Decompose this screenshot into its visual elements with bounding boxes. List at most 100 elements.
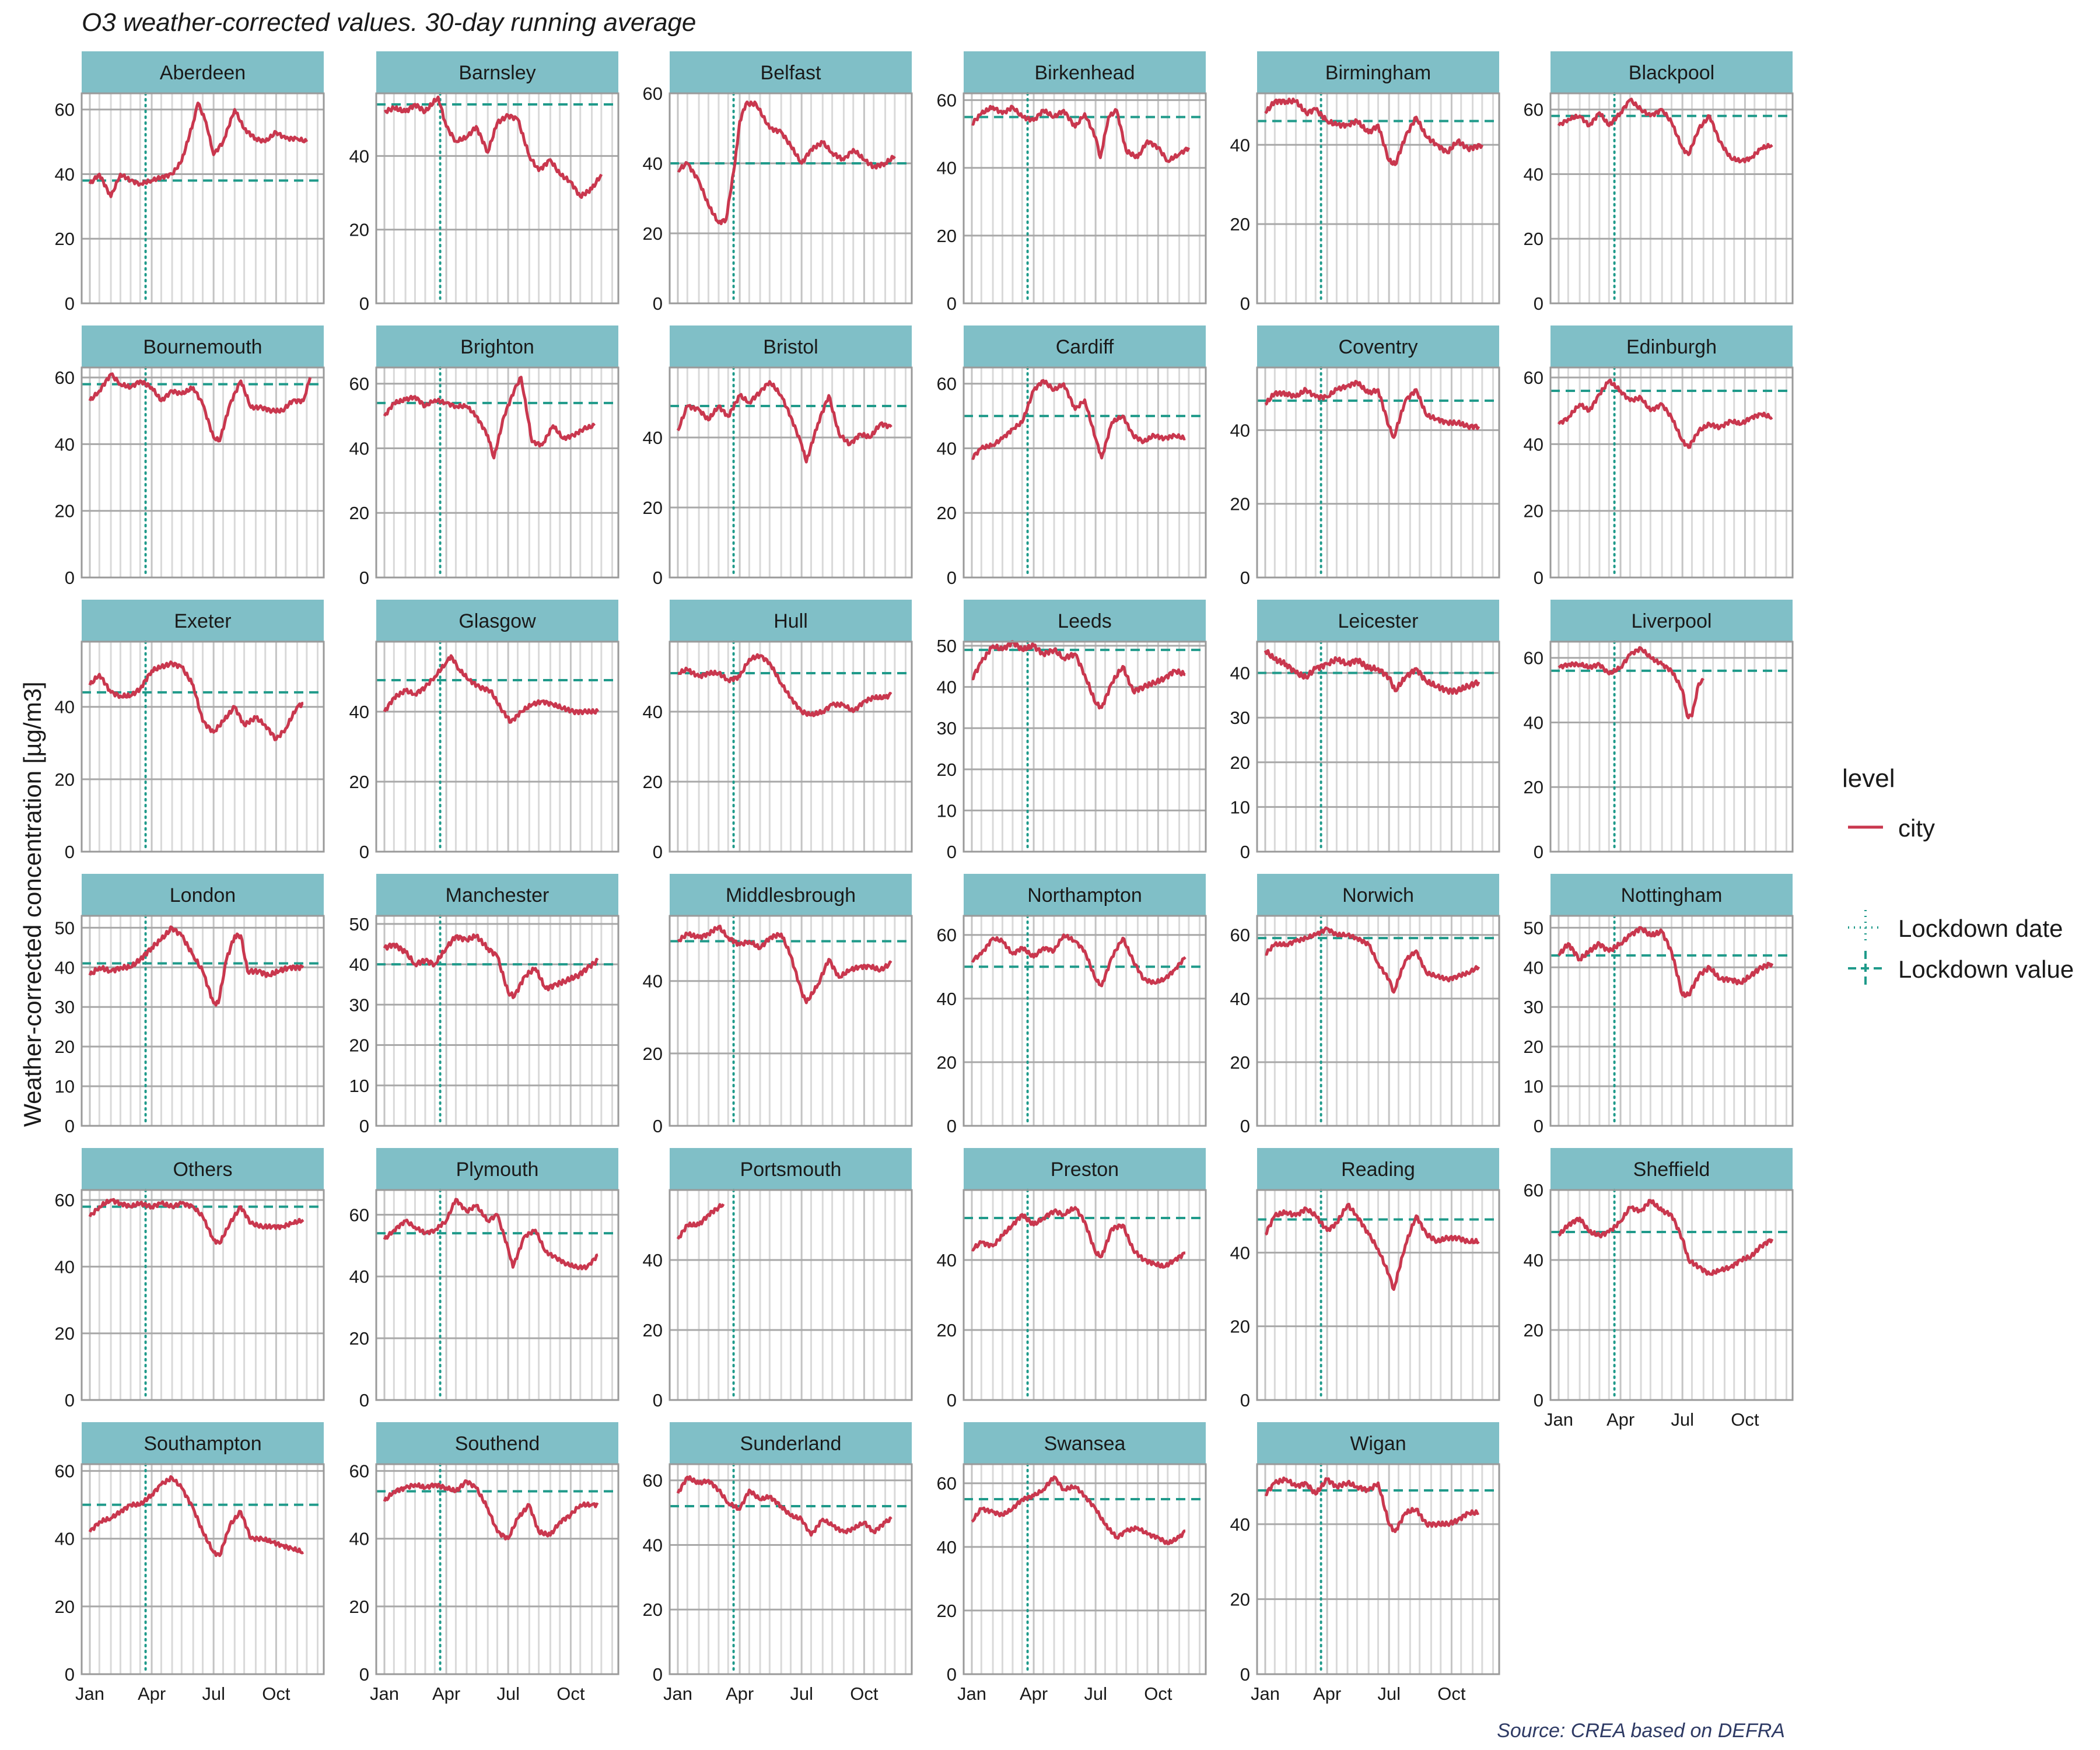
panel-border [668,1463,913,1675]
y-tick-label: 0 [1240,1390,1250,1410]
x-tick-label: Oct [1144,1684,1172,1704]
panel-border [1549,1189,1794,1401]
x-tick-label: Apr [1606,1409,1634,1430]
facet-strip [1257,51,1499,93]
city-series-line [88,1475,304,1558]
y-tick-label: 0 [1534,1116,1544,1136]
legend: level city Lockdown date Lockdown value [1826,764,2094,1009]
x-tick-label: Apr [1020,1684,1048,1704]
y-tick-label: 0 [65,1390,75,1410]
panel-border [80,1463,325,1675]
city-series-line [677,925,892,1005]
y-tick-label: 20 [643,1320,663,1340]
city-series-line [1265,380,1480,439]
y-tick-label: 20 [937,1052,957,1073]
y-tick-label: 60 [1524,368,1544,388]
y-tick-label: 20 [55,229,75,249]
facet-strip [1550,51,1793,93]
y-tick-label: 60 [1524,648,1544,668]
panel-birmingham: Birmingham 0 20 40 [1230,51,1500,314]
x-tick-label: Jan [957,1684,986,1704]
city-series-line [383,1479,599,1541]
panel-border [375,640,620,853]
panel-sunderland: Sunderland 0 20 40 60 Jan Apr Jul Oct [643,1422,913,1704]
x-tick-label: Jul [1377,1684,1401,1704]
facet-strip [964,600,1206,642]
y-tick-label: 0 [359,568,369,588]
city-series-line [88,660,304,741]
city-series-line [88,925,304,1007]
x-tick-label: Apr [432,1684,460,1704]
city-series-line [971,379,1186,460]
panel-others: Others 0 20 40 60 [55,1148,325,1410]
y-tick-label: 0 [359,1390,369,1410]
panel-liverpool: Liverpool 0 20 40 60 [1524,600,1794,862]
facet-strip-label: Reading [1341,1158,1415,1181]
facet-strip-label: Hull [774,610,808,632]
y-tick-label: 0 [947,293,957,314]
y-tick-label: 0 [1240,842,1250,862]
y-tick-label: 60 [643,83,663,104]
y-tick-label: 60 [55,1190,75,1210]
facet-strip-label: Edinburgh [1626,336,1717,358]
city-series-line [383,376,596,460]
source-caption: Source: CREA based on DEFRA [1497,1720,1785,1742]
x-tick-label: Jan [75,1684,104,1704]
y-tick-label: 20 [643,1600,663,1620]
y-tick-label: 0 [1240,1664,1250,1685]
panel-border [1549,915,1794,1127]
y-tick-label: 40 [643,1250,663,1270]
panel-manchester: Manchester 0 10 20 30 40 50 [349,874,620,1136]
x-tick-label: Apr [726,1684,754,1704]
y-tick-label: 60 [937,374,957,394]
y-tick-label: 20 [1524,1320,1544,1340]
y-tick-label: 0 [1534,1390,1544,1410]
panel-border [963,1463,1207,1675]
city-series-line [1265,1202,1480,1291]
x-tick-label: Apr [1313,1684,1341,1704]
legend-city-label: city [1898,814,1935,842]
y-tick-label: 0 [653,568,663,588]
y-tick-label: 60 [937,90,957,111]
y-tick-label: 20 [1230,1052,1250,1073]
y-tick-label: 0 [947,842,957,862]
y-tick-label: 20 [643,1044,663,1064]
y-tick-label: 40 [937,677,957,698]
facet-strip-label: Exeter [174,610,231,632]
facet-strip-label: Southend [455,1433,540,1455]
facet-strip-label: Blackpool [1629,62,1714,84]
y-tick-label: 0 [653,1390,663,1410]
y-tick-label: 60 [937,925,957,946]
facet-strip [376,1148,618,1190]
panel-border [1256,92,1500,304]
y-tick-label: 40 [937,158,957,178]
city-series-line [88,1198,304,1245]
panel-border [375,915,620,1127]
y-tick-label: 40 [349,1266,369,1287]
facet-strip [670,1422,912,1464]
panel-norwich: Norwich 0 20 40 60 [1230,874,1500,1136]
y-tick-label: 60 [1230,925,1250,946]
y-tick-label: 40 [55,1256,75,1277]
y-tick-label: 40 [55,434,75,454]
panel-leicester: Leicester 0 10 20 30 40 [1230,600,1500,862]
y-tick-label: 40 [1230,1242,1250,1263]
facet-strip [82,600,324,642]
facet-strip-label: Leeds [1058,610,1112,632]
facet-strip-label: Wigan [1350,1433,1406,1455]
y-tick-label: 60 [55,368,75,388]
y-tick-label: 40 [937,1250,957,1270]
y-tick-label: 50 [1524,918,1544,938]
y-tick-label: 60 [349,1205,369,1225]
city-series-line [383,933,599,999]
facet-strip [964,1422,1206,1464]
legend-lockdown-date-label: Lockdown date [1898,915,2063,942]
y-tick-label: 40 [1524,1250,1544,1270]
legend-lockdown-value-label: Lockdown value [1898,956,2074,983]
city-series-line [971,640,1186,710]
city-series-line [1264,649,1480,695]
y-tick-label: 40 [349,1529,369,1549]
panel-preston: Preston 0 20 40 [937,1148,1207,1410]
panel-border [375,1189,620,1401]
